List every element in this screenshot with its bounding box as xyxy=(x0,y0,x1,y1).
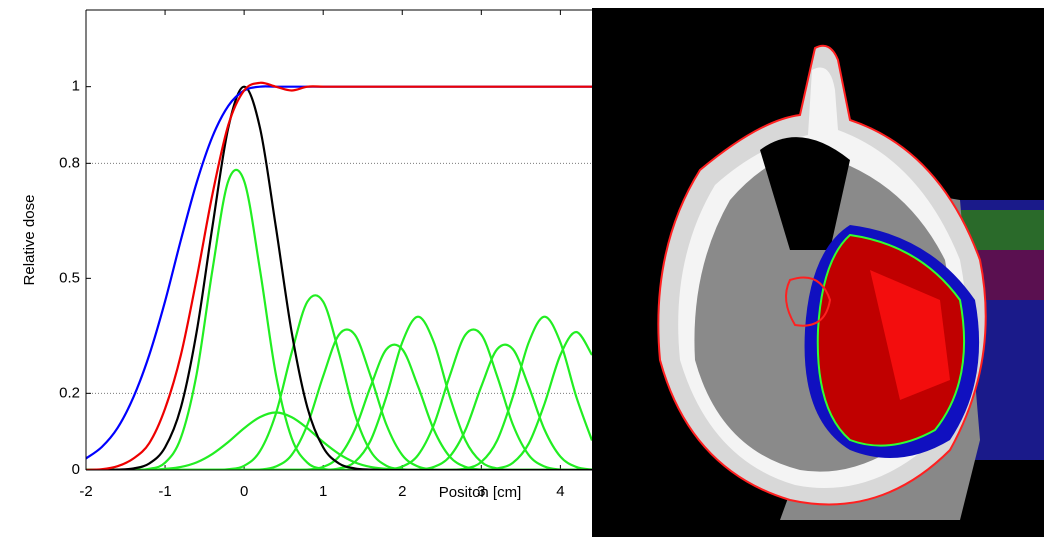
x-tick-label: 3 xyxy=(477,483,485,500)
x-tick-label: 1 xyxy=(319,483,327,500)
data-line xyxy=(86,81,592,470)
data-line xyxy=(86,343,592,470)
ct-image xyxy=(592,8,1044,537)
x-tick-label: -2 xyxy=(79,483,92,500)
chart: 0 0.2 0.5 0.8 1 -2 -1 0 1 2 3 4 xyxy=(59,9,592,500)
y-axis-label: Relative dose xyxy=(21,195,38,286)
x-tick-label: 4 xyxy=(556,483,564,500)
data-line xyxy=(86,343,592,470)
data-line xyxy=(86,315,592,470)
data-line xyxy=(86,328,592,470)
data-line xyxy=(86,330,592,470)
y-tick-label: 0 xyxy=(72,461,80,478)
y-tick-label: 1 xyxy=(72,78,80,95)
data-line xyxy=(86,85,592,470)
x-tick-label: 0 xyxy=(240,483,248,500)
x-tick-label: 2 xyxy=(398,483,406,500)
y-tick-label: 0.8 xyxy=(59,154,80,171)
data-line xyxy=(86,294,592,470)
x-axis-label: Positon [cm] xyxy=(439,484,522,501)
data-line xyxy=(86,411,592,470)
x-tick-label: -1 xyxy=(158,483,171,500)
y-tick-label: 0.2 xyxy=(59,384,80,401)
y-tick-label: 0.5 xyxy=(59,269,80,286)
